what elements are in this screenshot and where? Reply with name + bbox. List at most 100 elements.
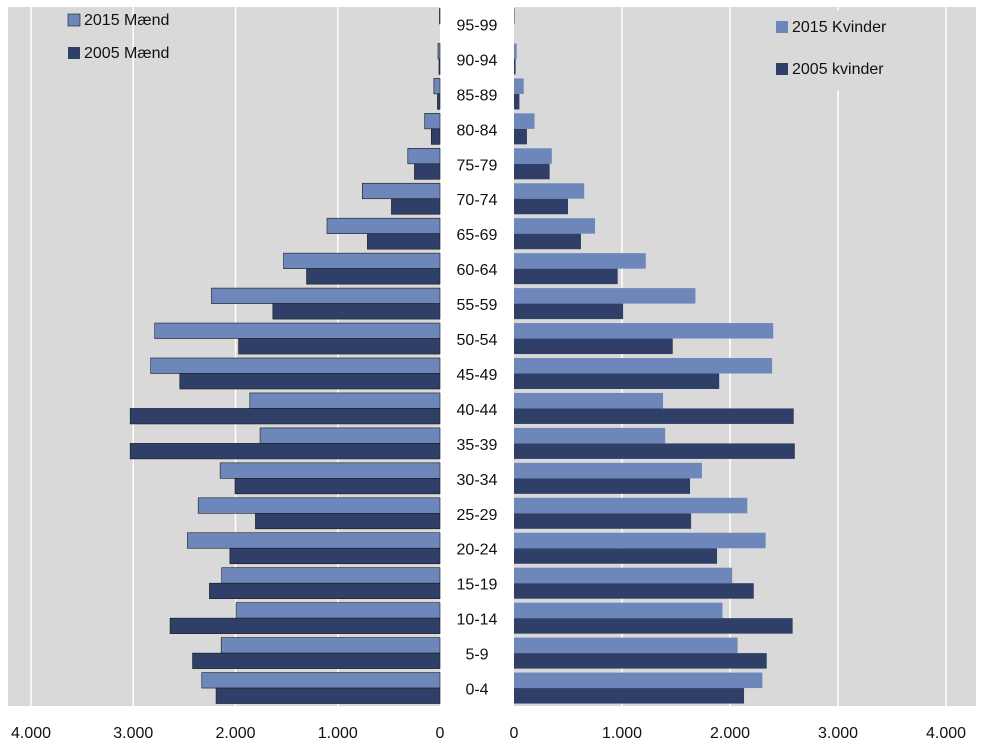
bar-2015-maend: [150, 357, 441, 374]
bar-2005-maend: [238, 338, 441, 355]
bar-2005-maend: [414, 163, 441, 180]
bar-2005-maend: [431, 128, 441, 145]
bar-2015-kvinder: [514, 392, 664, 409]
bar-2005-kvinder: [514, 513, 692, 529]
age-group-label: 90-94: [457, 52, 498, 69]
bar-2015-maend: [361, 182, 441, 200]
legend-label-2005-maend: 2005 Mænd: [84, 45, 169, 62]
bar-2015-maend: [201, 672, 441, 689]
bar-2005-kvinder: [514, 373, 720, 389]
age-group-label: 65-69: [457, 227, 498, 244]
bar-2015-kvinder: [514, 358, 773, 374]
age-group-label: 5-9: [465, 647, 488, 664]
bar-2005-maend: [306, 268, 441, 285]
right-x-tick-label: 4.000: [926, 725, 966, 742]
right-x-tick-label: 2.000: [710, 725, 750, 742]
bar-2015-maend: [407, 148, 441, 165]
bar-2015-kvinder: [514, 113, 535, 129]
left-x-tick-label: 1.000: [318, 725, 358, 742]
age-group-label: 85-89: [457, 87, 498, 104]
bar-2015-maend: [439, 8, 441, 25]
bar-2005-kvinder: [514, 443, 795, 459]
legend-label-2015-kvinder: 2015 Kvinder: [792, 19, 887, 36]
age-group-label: 20-24: [457, 542, 498, 559]
age-group-label: 70-74: [457, 192, 498, 209]
bar-2015-kvinder: [514, 288, 696, 304]
legend-label-2005-kvinder: 2005 kvinder: [792, 61, 884, 78]
bar-2005-maend: [229, 547, 441, 565]
bar-2005-maend: [255, 512, 441, 530]
bar-2015-maend: [197, 497, 441, 514]
age-group-label: 40-44: [457, 402, 498, 419]
bar-2005-maend: [437, 93, 441, 110]
legend-swatch-2005-kvinder: [776, 63, 788, 75]
bar-2005-kvinder: [514, 268, 618, 285]
bar-2015-kvinder: [514, 8, 515, 24]
age-group-label: 95-99: [457, 17, 498, 34]
right-x-tick-label: 1.000: [602, 725, 642, 742]
age-group-label: 50-54: [457, 332, 498, 349]
bar-2005-kvinder: [514, 583, 754, 599]
bar-2015-kvinder: [514, 602, 723, 619]
bar-2005-maend: [367, 233, 441, 250]
age-group-label: 75-79: [457, 157, 498, 174]
bar-2005-maend: [169, 617, 441, 634]
bar-2015-kvinder: [514, 637, 738, 654]
left-x-tick-label: 4.000: [11, 725, 51, 742]
age-group-label: 35-39: [457, 437, 498, 454]
bar-2005-maend: [272, 303, 441, 320]
bar-2015-maend: [220, 637, 441, 654]
bar-2005-kvinder: [514, 233, 581, 250]
age-group-label: 10-14: [457, 612, 498, 629]
bar-2015-kvinder: [514, 323, 774, 339]
right-x-tick-label: 0: [510, 725, 519, 742]
right-legend-box: [766, 10, 938, 90]
bar-2015-maend: [235, 602, 441, 619]
bar-2015-kvinder: [514, 148, 552, 164]
bar-2005-maend: [209, 582, 441, 600]
bar-2015-maend: [433, 78, 441, 95]
bar-2015-maend: [187, 532, 441, 549]
bar-2015-maend: [424, 113, 441, 130]
bar-2005-kvinder: [514, 128, 527, 145]
bar-2015-maend: [249, 392, 441, 409]
bar-2005-maend: [179, 373, 441, 390]
bar-2005-kvinder: [514, 618, 793, 634]
bar-2015-kvinder: [514, 253, 646, 269]
bar-2015-maend: [219, 462, 441, 479]
bar-2005-kvinder: [514, 303, 624, 320]
right-x-tick-label: 3.000: [818, 725, 858, 742]
age-group-label: 25-29: [457, 507, 498, 524]
bar-2005-kvinder: [514, 408, 794, 424]
bar-2005-kvinder: [514, 198, 568, 215]
age-group-label: 45-49: [457, 367, 498, 384]
bar-2005-maend: [192, 652, 441, 669]
bar-2015-kvinder: [514, 462, 702, 479]
bar-2015-kvinder: [514, 497, 748, 514]
left-x-tick-label: 0: [436, 725, 445, 742]
legend-swatch-2015-maend: [67, 13, 81, 27]
bar-2005-kvinder: [514, 478, 691, 494]
bar-2015-kvinder: [514, 218, 595, 234]
bar-2005-maend: [234, 478, 441, 495]
bar-2005-maend: [129, 443, 441, 460]
left-plot-area: [8, 7, 440, 706]
age-group-label: 55-59: [457, 297, 498, 314]
bar-2005-maend: [438, 58, 441, 75]
bar-2005-maend: [391, 198, 441, 215]
bar-2005-kvinder: [514, 58, 516, 75]
bar-2015-kvinder: [514, 427, 666, 444]
bar-2015-kvinder: [514, 43, 517, 59]
bar-2015-kvinder: [514, 672, 763, 689]
left-x-tick-label: 3.000: [113, 725, 153, 742]
bar-2015-maend: [259, 427, 441, 444]
age-group-label: 80-84: [457, 122, 498, 139]
bar-2015-kvinder: [514, 183, 585, 199]
bar-2015-kvinder: [514, 532, 766, 549]
bar-2005-kvinder: [514, 338, 673, 355]
left-x-tick-label: 2.000: [215, 725, 255, 742]
bar-2005-kvinder: [514, 688, 745, 704]
bar-2005-maend: [215, 687, 441, 704]
bar-2015-kvinder: [514, 567, 733, 584]
